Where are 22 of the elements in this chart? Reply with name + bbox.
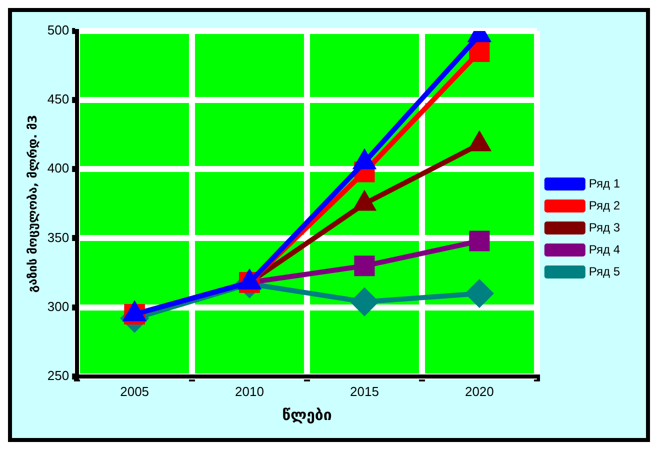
y-tick-label: 500 [47, 22, 70, 38]
x-tick-label: 2010 [235, 384, 264, 399]
legend-label: Ряд 4 [588, 242, 620, 256]
legend-label: Ряд 2 [588, 198, 620, 212]
y-axis-title: გაზის მოცულობა, მლრდ. მ3 [25, 114, 40, 293]
legend-label: Ряд 3 [588, 220, 620, 234]
legend-label: Ряд 1 [588, 176, 620, 190]
point [469, 230, 490, 252]
x-tick-label: 2020 [464, 384, 494, 399]
x-tick-label: 2015 [350, 384, 379, 399]
x-axis-title: წლები [282, 406, 332, 424]
y-tick-label: 300 [47, 298, 70, 314]
y-tick-label: 250 [47, 368, 70, 383]
y-tick-label: 400 [47, 160, 70, 176]
point [466, 280, 493, 308]
y-tick-label: 450 [47, 92, 70, 107]
point [469, 41, 490, 62]
x-tick-label: 2005 [120, 384, 150, 399]
point [350, 288, 378, 316]
y-tick-label: 350 [47, 230, 70, 245]
legend-label: Ряд 5 [588, 264, 620, 278]
point [354, 256, 375, 276]
